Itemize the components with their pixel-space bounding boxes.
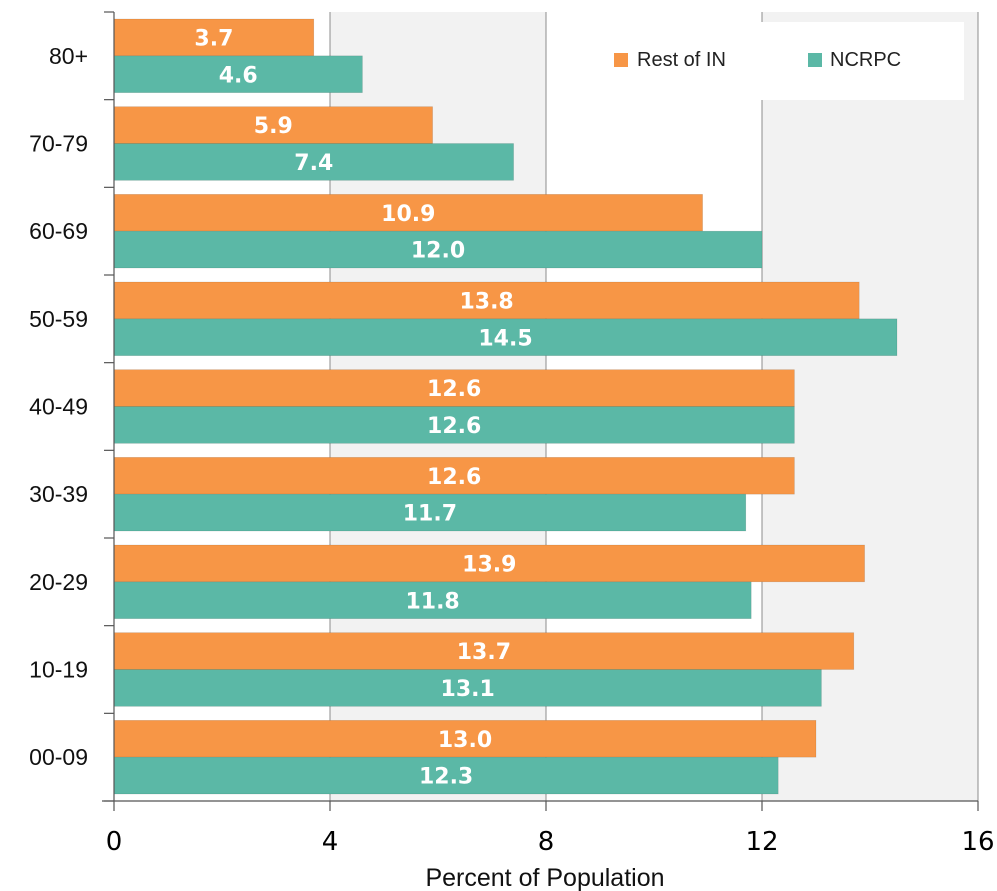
x-tick-label: 8 xyxy=(538,827,555,857)
bar-value-label: 13.8 xyxy=(459,289,513,314)
bar xyxy=(113,632,855,670)
x-tick-label: 4 xyxy=(322,827,339,857)
bar xyxy=(113,230,763,269)
bar xyxy=(113,493,747,532)
bar xyxy=(113,756,779,795)
legend-swatch-ncrpc xyxy=(808,53,822,67)
y-tick-label: 00-09 xyxy=(29,744,88,770)
bar-value-label: 5.9 xyxy=(254,114,293,139)
bar xyxy=(113,544,865,583)
bar-value-label: 14.5 xyxy=(478,326,532,351)
bar xyxy=(113,281,860,320)
bar-value-label: 11.7 xyxy=(403,502,457,527)
bar xyxy=(113,194,703,232)
bar xyxy=(113,720,817,758)
bar xyxy=(113,369,795,407)
y-tick-label: 10-19 xyxy=(29,657,88,683)
bar-value-label: 13.0 xyxy=(438,728,492,753)
axes xyxy=(102,12,978,802)
ticks: 80+70-7960-6950-5940-4930-3920-2910-1900… xyxy=(29,11,995,857)
bar-value-label: 10.9 xyxy=(381,202,435,227)
legend-box xyxy=(571,22,964,100)
y-tick-label: 20-29 xyxy=(29,569,88,595)
legend-swatch-rest-of-in xyxy=(614,53,628,67)
bar xyxy=(113,106,433,144)
bar-value-label: 12.3 xyxy=(419,765,473,790)
x-tick-label: 16 xyxy=(961,827,994,857)
legend-label-ncrpc: NCRPC xyxy=(830,49,901,71)
bar-value-label: 7.4 xyxy=(294,151,333,176)
bar-value-label: 3.7 xyxy=(194,26,233,51)
legend: Rest of IN NCRPC xyxy=(571,22,964,100)
bar-value-label: 13.7 xyxy=(457,640,511,665)
y-tick-label: 60-69 xyxy=(29,218,88,244)
y-tick-label: 80+ xyxy=(49,43,88,69)
bar-value-label: 4.6 xyxy=(219,63,258,88)
bar xyxy=(113,18,315,57)
x-tick-label: 0 xyxy=(106,827,123,857)
bar-value-label: 12.6 xyxy=(427,414,481,439)
bar xyxy=(113,318,898,356)
y-tick-label: 40-49 xyxy=(29,394,88,420)
bar-value-label: 13.1 xyxy=(441,677,495,702)
bar-value-label: 12.6 xyxy=(427,465,481,490)
bars: 3.7 4.6 5.97.4 10.9 12.0 13.8 14.5 12.6 12.6 12.6… xyxy=(113,18,898,795)
bar-value-label: 12.0 xyxy=(411,239,465,264)
x-tick-label: 12 xyxy=(745,827,778,857)
bar-value-label: 11.8 xyxy=(405,589,459,614)
bar xyxy=(113,143,514,181)
bar-value-label: 12.6 xyxy=(427,377,481,402)
bar xyxy=(113,55,363,93)
bar xyxy=(113,457,795,495)
bar-value-label: 13.9 xyxy=(462,552,516,577)
bar xyxy=(113,406,795,444)
y-tick-label: 70-79 xyxy=(29,131,88,157)
x-axis-title: Percent of Population xyxy=(425,864,664,891)
legend-label-rest-of-in: Rest of IN xyxy=(637,49,726,71)
y-tick-label: 50-59 xyxy=(29,306,88,332)
bar xyxy=(113,581,752,619)
y-tick-label: 30-39 xyxy=(29,481,88,507)
